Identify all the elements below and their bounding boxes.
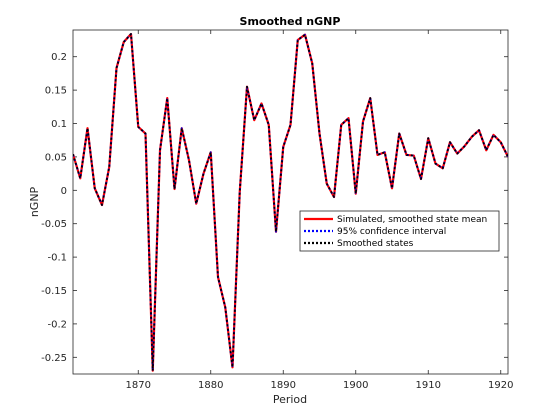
y-tick-label: 0.15 [45,86,67,97]
legend-label: Smoothed states [337,239,414,249]
chart-title: Smoothed nGNP [240,15,341,28]
x-tick-label: 1920 [488,380,513,391]
legend-label: 95% confidence interval [337,227,446,237]
x-tick-label: 1880 [198,380,223,391]
y-tick-label: 0.2 [51,52,67,63]
x-tick-label: 1870 [126,380,151,391]
y-tick-label: 0.05 [45,152,67,163]
axes-box [72,29,509,375]
y-tick-label: -0.25 [41,353,67,364]
y-axis-label: nGNP [28,186,41,217]
y-tick-label: 0 [61,186,67,197]
legend-label: Simulated, smoothed state mean [337,215,487,225]
legend-box [299,210,500,252]
y-tick-label: -0.2 [47,319,67,330]
plot-area: 1870 1880 1890 1900 1910 1920 -0.25 -0.2 -0.15 -0… [41,29,513,391]
series-line-3 [73,33,508,372]
y-tick-label: 0.1 [51,119,67,130]
x-tick-label: 1900 [343,380,368,391]
y-tick-label: -0.1 [47,253,67,264]
x-tick-label: 1910 [416,380,441,391]
x-axis-label: Period [273,393,307,406]
y-tick-label: -0.15 [41,286,67,297]
y-tick-label: -0.05 [41,219,67,230]
x-tick-label: 1890 [271,380,296,391]
